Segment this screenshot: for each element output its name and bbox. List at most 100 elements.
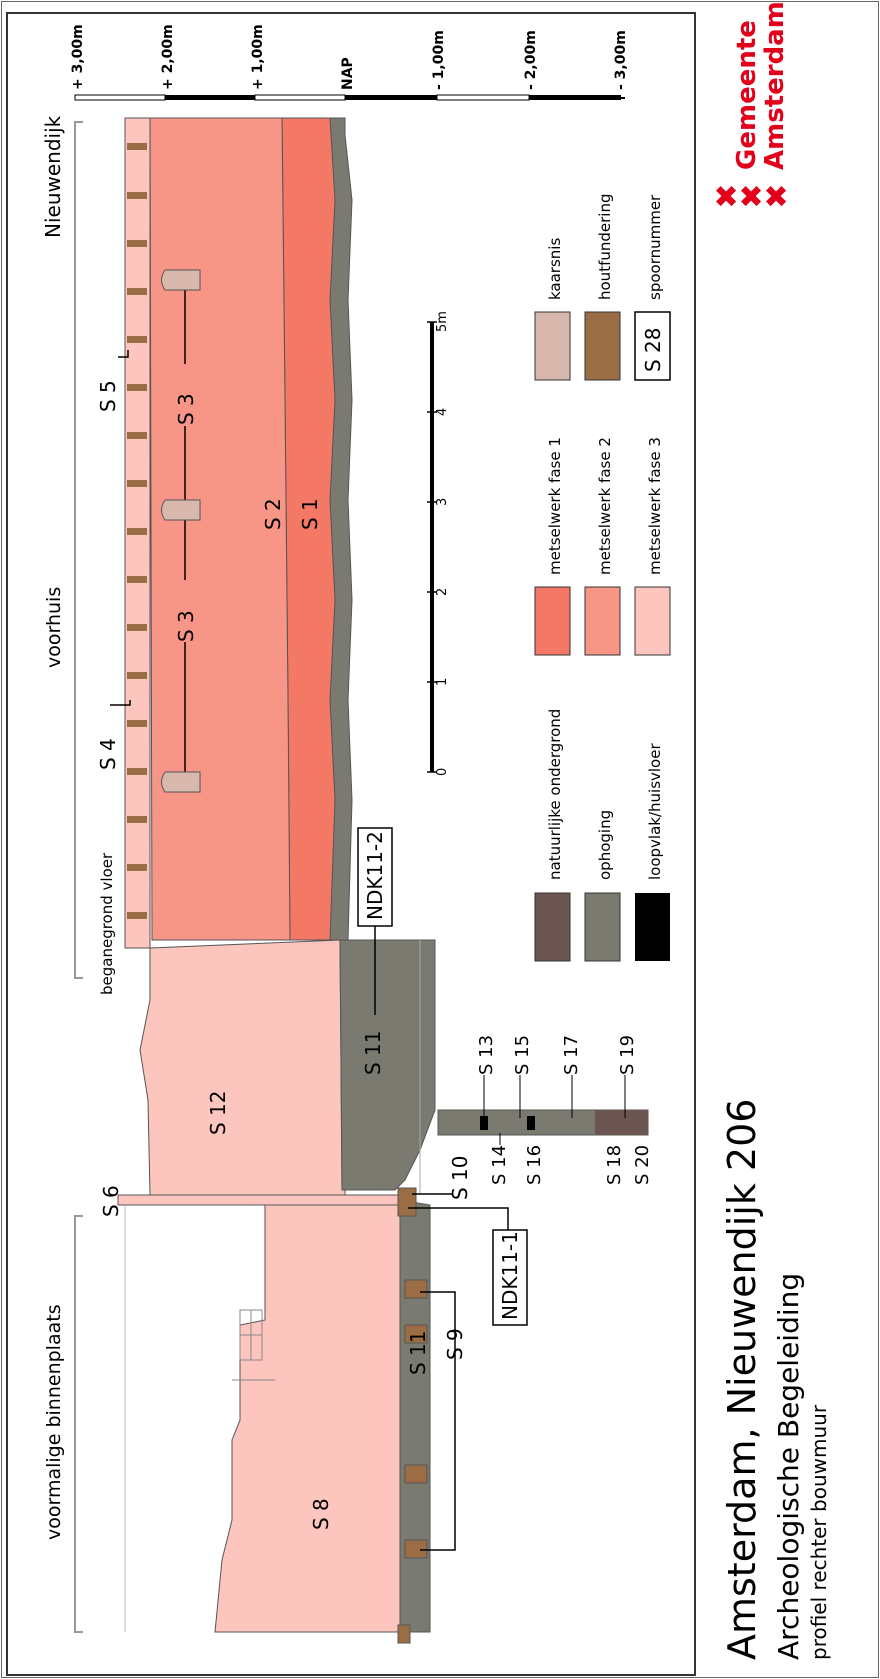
wall-detail xyxy=(232,1309,275,1381)
title-caption: profiel rechter bouwmuur xyxy=(807,1404,831,1660)
track-label-s16: S 16 xyxy=(524,1145,545,1185)
scale-tick: 1 xyxy=(435,678,450,686)
legend-swatch-houtfundering xyxy=(584,311,621,381)
scale-bar: 0 1 2 3 4 5m xyxy=(427,311,450,776)
track-label-s10: S 10 xyxy=(448,1155,472,1200)
logo-line1: Gemeente xyxy=(732,20,762,170)
wood-foundation-ticks xyxy=(127,143,147,919)
s3-label-bg xyxy=(178,364,194,426)
s9-bracket xyxy=(420,1291,456,1551)
legend-label: metselwerk fase 1 xyxy=(546,437,564,575)
ophoging-s11-lower xyxy=(399,1199,431,1633)
track-label-s11: S 11 xyxy=(361,1030,385,1075)
scale-tick: 5m xyxy=(435,311,450,332)
svg-text:✖: ✖ xyxy=(710,183,745,208)
drawing-frame xyxy=(6,12,696,1676)
zone-label-nieuwendijk: Nieuwendijk xyxy=(41,115,65,238)
track-labels: S 1 S 2 S 3 S 3 S 4 S 5 S 6 S 8 S 9 S 10… xyxy=(96,350,653,1551)
scale-tick: 2 xyxy=(435,588,450,596)
track-label-s12: S 12 xyxy=(206,1090,230,1135)
track-label-s19: S 19 xyxy=(617,1035,638,1075)
masonry-s8 xyxy=(150,1204,401,1633)
legend-swatch-fase1 xyxy=(534,586,571,656)
height-scale-segment xyxy=(345,95,437,100)
ophoging-s11-middle xyxy=(339,939,436,1191)
legend-sample: S 28 xyxy=(641,327,665,372)
ndk1-box xyxy=(492,1229,528,1326)
legend-swatch-loopvlak xyxy=(635,893,670,961)
svg-text:✖: ✖ xyxy=(760,183,795,208)
trench-floor-layer xyxy=(480,1116,488,1130)
legend: natuurlijke ondergrond ophoging loopvlak… xyxy=(534,194,671,962)
legend-label: kaarsnis xyxy=(546,238,564,300)
height-scale-segment xyxy=(74,94,166,101)
height-label: - 3,00m xyxy=(613,30,629,90)
title-main: Amsterdam, Nieuwendijk 206 xyxy=(720,1099,764,1660)
height-scale: + 3,00m + 2,00m + 1,00m NAP - 1,00m - 2,… xyxy=(70,24,629,101)
height-scale-segment xyxy=(165,95,255,100)
andreas-crosses-icon: ✖ ✖ ✖ xyxy=(710,183,795,208)
sample-ndk11-2: NDK11-2 xyxy=(357,827,393,1015)
binnenplaats-bracket xyxy=(74,1215,83,1633)
height-scale-segment xyxy=(436,94,530,101)
height-label: - 2,00m xyxy=(523,30,539,90)
track-label-s5: S 5 xyxy=(96,380,120,412)
kaarsnis-shape xyxy=(161,499,201,521)
track-label-s6: S 6 xyxy=(99,1185,123,1217)
legend-swatch-fase3 xyxy=(634,586,671,656)
zone-brackets xyxy=(74,121,83,1633)
height-label: + 2,00m xyxy=(160,24,176,90)
masonry-s12 xyxy=(139,939,346,1196)
track-label-s17: S 17 xyxy=(561,1035,582,1075)
kaarsnis-shape xyxy=(161,771,201,793)
height-label: - 1,00m xyxy=(431,30,447,90)
legend-label: loopvlak/huisvloer xyxy=(646,743,664,880)
scale-tick: 4 xyxy=(435,408,450,416)
ndk1-label: NDK11-1 xyxy=(498,1231,522,1320)
title-block: Amsterdam, Nieuwendijk 206 Archeologisch… xyxy=(720,1099,831,1660)
track-label-s3: S 3 xyxy=(174,610,198,642)
sample-ndk11-1: NDK11-1 xyxy=(408,1207,528,1326)
legend-label: ophoging xyxy=(596,810,614,880)
legend-swatch-ophoging xyxy=(584,892,621,962)
legend-swatch-spoornummer xyxy=(634,311,671,381)
track-label-s3: S 3 xyxy=(174,393,198,425)
logo-line2: Amsterdam xyxy=(760,1,790,170)
height-scale-segment xyxy=(254,94,346,101)
legend-label: metselwerk fase 2 xyxy=(596,437,614,575)
track-label-s14: S 14 xyxy=(489,1145,510,1185)
s4-pointer xyxy=(110,700,131,706)
trench-floor-layer xyxy=(527,1116,535,1130)
scale-tick: 0 xyxy=(435,768,450,776)
legend-label: houtfundering xyxy=(596,194,614,300)
zone-label-binnenplaats: voormalige binnenplaats xyxy=(43,1304,65,1540)
ndk1-pointer xyxy=(408,1207,509,1230)
wood-posts xyxy=(397,1187,428,1644)
legend-swatch-kaarsnis xyxy=(534,311,571,381)
legend-label: spoornummer xyxy=(646,194,664,300)
track-label-s13: S 13 xyxy=(476,1035,497,1075)
height-label: NAP xyxy=(340,57,356,90)
svg-text:✖: ✖ xyxy=(735,183,770,208)
s5-pointer xyxy=(118,350,129,358)
trench-natural-soil xyxy=(595,1110,648,1135)
scale-tick: 3 xyxy=(435,498,450,506)
track-label-s11: S 11 xyxy=(406,1330,430,1375)
gemeente-amsterdam-logo: ✖ ✖ ✖ Gemeente Amsterdam xyxy=(710,1,795,208)
masonry-s6 xyxy=(117,1194,409,1206)
ndk2-label: NDK11-2 xyxy=(363,831,387,920)
voorhuis-bracket xyxy=(74,121,83,979)
height-label: + 1,00m xyxy=(250,24,266,90)
ndk2-box xyxy=(357,827,393,927)
height-scale-segment xyxy=(529,95,621,100)
height-label: + 3,00m xyxy=(70,24,86,90)
legend-swatch-natuurlijke-ondergrond xyxy=(534,892,571,962)
track-label-s4: S 4 xyxy=(96,738,120,770)
legend-swatch-fase2 xyxy=(584,586,621,656)
zone-label-voorhuis: voorhuis xyxy=(43,587,65,668)
kaarsnis-shape xyxy=(161,269,201,291)
legend-label: metselwerk fase 3 xyxy=(646,437,664,575)
